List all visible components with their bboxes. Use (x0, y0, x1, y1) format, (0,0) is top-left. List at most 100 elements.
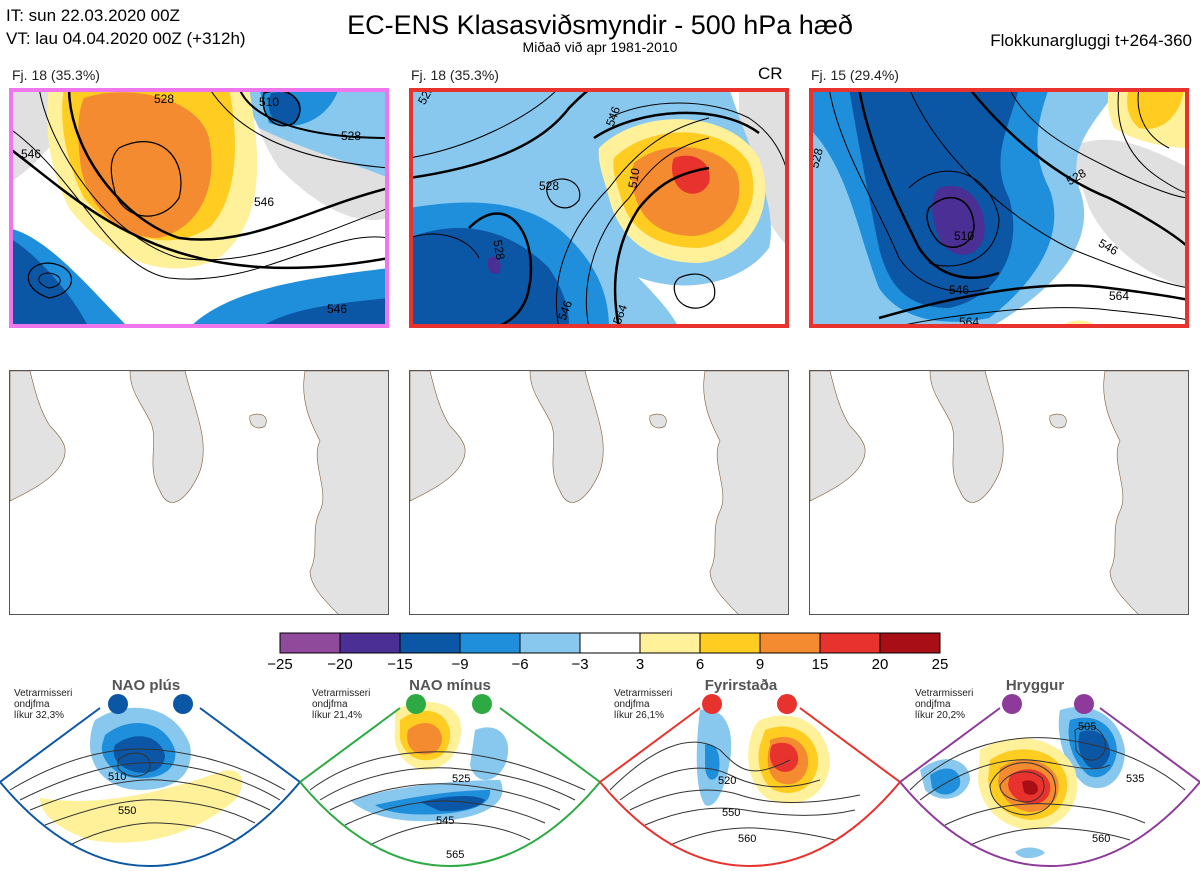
colorbar-tick-label: 20 (871, 656, 889, 673)
cluster-2-contour-label-1: 546 (603, 104, 623, 128)
regime-2-marker-right (472, 694, 492, 714)
regime-2-stats-line-1: Vetrarmisseri (312, 688, 371, 699)
empty-map-2-land (410, 371, 788, 614)
regime-2-stats-line-3: líkur 21,4% (312, 710, 363, 721)
regime-4-marker-right (1074, 694, 1094, 714)
cluster-1-label: Fj. 18 (35.3%) (12, 67, 100, 83)
colorbar-segment (639, 632, 701, 654)
empty-map-2 (409, 370, 789, 615)
colorbar-tick-label: 3 (635, 656, 645, 673)
cluster-3-contour-label-0: 528 (809, 146, 826, 169)
regime-1-stats: Vetrarmisseri ondjfma líkur 32,3% (14, 688, 72, 721)
colorbar-tick-label: 15 (811, 656, 829, 673)
colorbar-tick-labels: −25 −20 −15 −9 −6 −3 3 6 9 15 20 25 (0, 656, 1200, 676)
cluster-2-map-graphic: 528 546 528 510 528 546 564 (409, 88, 789, 328)
regime-1-stats-line-3: líkur 32,3% (14, 710, 65, 721)
cluster-2-frame (409, 88, 789, 328)
cluster-2-contour-label-2: 528 (539, 179, 559, 193)
regime-4-contour-label-1: 535 (1126, 773, 1144, 785)
cluster-1-contour-label-3: 528 (341, 129, 361, 143)
regime-4-marker-left (1002, 694, 1022, 714)
regime-1-marker-right (173, 694, 193, 714)
colorbar-tick-label: 6 (695, 656, 705, 673)
colorbar-tick-label: −9 (451, 656, 469, 673)
colorbar-segment (819, 632, 881, 654)
colorbar (279, 632, 941, 654)
cluster-3-contour-label-1: 510 (954, 229, 974, 243)
regime-2-contour-label-2: 565 (446, 849, 464, 861)
colorbar-segment (459, 632, 521, 654)
regime-3-contour-label-2: 560 (738, 833, 756, 845)
regime-3-title: Fyrirstaða (704, 677, 778, 694)
regime-4-stats-line-2: ondjfma (915, 699, 951, 710)
regime-3-marker-right (777, 694, 797, 714)
colorbar-tick-label: 9 (755, 656, 765, 673)
cluster-2-label: Fj. 18 (35.3%) (411, 67, 499, 83)
page-subtitle: Miðað við apr 1981-2010 (522, 39, 678, 55)
regime-maps: 510 550 525 545 565 (0, 694, 1200, 868)
empty-map-1-land (10, 371, 388, 614)
regime-1-contour-label-0: 510 (108, 771, 126, 783)
regime-2-title: NAO mínus (409, 677, 491, 694)
regime-1-title: NAO plús (111, 677, 181, 694)
cluster-3-contour-label-5: 564 (1109, 289, 1129, 303)
regime-1-contour-label-1: 550 (118, 805, 136, 817)
colorbar-segment (759, 632, 821, 654)
cluster-2-contour-label-3: 510 (625, 167, 642, 189)
regime-2-contour-label-1: 545 (436, 815, 454, 827)
cluster-1-contour-label-0: 546 (21, 147, 41, 161)
regime-1-marker-left (108, 694, 128, 714)
regime-1-stats-line-2: ondjfma (14, 699, 50, 710)
colorbar-segment (519, 632, 581, 654)
cluster-2-map: 528 546 528 510 528 546 564 (409, 88, 789, 328)
cluster-3-contour-label-4: 546 (949, 283, 969, 297)
colorbar-segment (339, 632, 401, 654)
regime-2-marker-left (406, 694, 426, 714)
colorbar-tick-label: −3 (571, 656, 589, 673)
cluster-2-contour-label-4: 528 (490, 239, 507, 261)
regime-1-stats-line-1: Vetrarmisseri (14, 688, 73, 699)
regime-1-map: 510 550 (0, 694, 302, 868)
colorbar-segment (579, 632, 641, 654)
empty-map-3-land (810, 371, 1188, 614)
regime-3-stats-line-3: líkur 26,1% (614, 710, 665, 721)
cluster-1-contour-label-4: 546 (254, 195, 274, 209)
cluster-3-label: Fj. 15 (29.4%) (811, 67, 899, 83)
colorbar-tick-label: −20 (327, 656, 353, 673)
colorbar-tick-label: −25 (267, 656, 293, 673)
regime-4-title: Hryggur (1005, 677, 1065, 694)
cluster-3-frame (809, 88, 1189, 328)
colorbar-tick-label: −6 (511, 656, 529, 673)
cluster-1-contour-label-2: 510 (259, 95, 279, 109)
cluster-1-map: 546 528 510 528 546 546 (9, 88, 389, 328)
regime-4-contour-label-0: 505 (1078, 721, 1096, 733)
regime-3-stats-line-2: ondjfma (614, 699, 650, 710)
empty-map-3 (809, 370, 1189, 615)
page-title: EC-ENS Klasasviðsmyndir - 500 hPa hæð (347, 10, 853, 40)
regime-4-stats-line-3: líkur 20,2% (915, 710, 966, 721)
regime-2-stats-line-2: ondjfma (312, 699, 348, 710)
control-run-badge: CR (758, 64, 783, 83)
colorbar-tick-label: 25 (931, 656, 949, 673)
cluster-3-map: 528 510 528 546 546 564 564 (809, 88, 1189, 328)
cluster-1-contour-label-5: 546 (327, 302, 347, 316)
colorbar-segment (879, 632, 941, 654)
cluster-1-frame (9, 88, 389, 328)
regime-3-marker-left (702, 694, 722, 714)
regime-4-contour-label-2: 560 (1092, 833, 1110, 845)
regime-2-contour-label-0: 525 (452, 773, 470, 785)
regime-4-map: 505 535 560 (899, 694, 1200, 868)
regime-3-contour-label-1: 550 (722, 807, 740, 819)
colorbar-segment (279, 632, 341, 654)
colorbar-tick-label: −15 (387, 656, 413, 673)
classification-window: Flokkunargluggi t+264-360 (990, 31, 1192, 50)
regime-3-stats-line-1: Vetrarmisseri (614, 688, 673, 699)
colorbar-segment (399, 632, 461, 654)
cluster-3-map-graphic: 528 510 528 546 546 564 564 (809, 88, 1189, 328)
regime-4-stats: Vetrarmisseri ondjfma líkur 20,2% (915, 688, 973, 721)
colorbar-segment (699, 632, 761, 654)
regime-4-stats-line-1: Vetrarmisseri (915, 688, 974, 699)
empty-map-1 (9, 370, 389, 615)
valid-time: VT: lau 04.04.2020 00Z (+312h) (6, 29, 246, 48)
cluster-1-map-graphic: 546 528 510 528 546 546 (9, 88, 389, 328)
